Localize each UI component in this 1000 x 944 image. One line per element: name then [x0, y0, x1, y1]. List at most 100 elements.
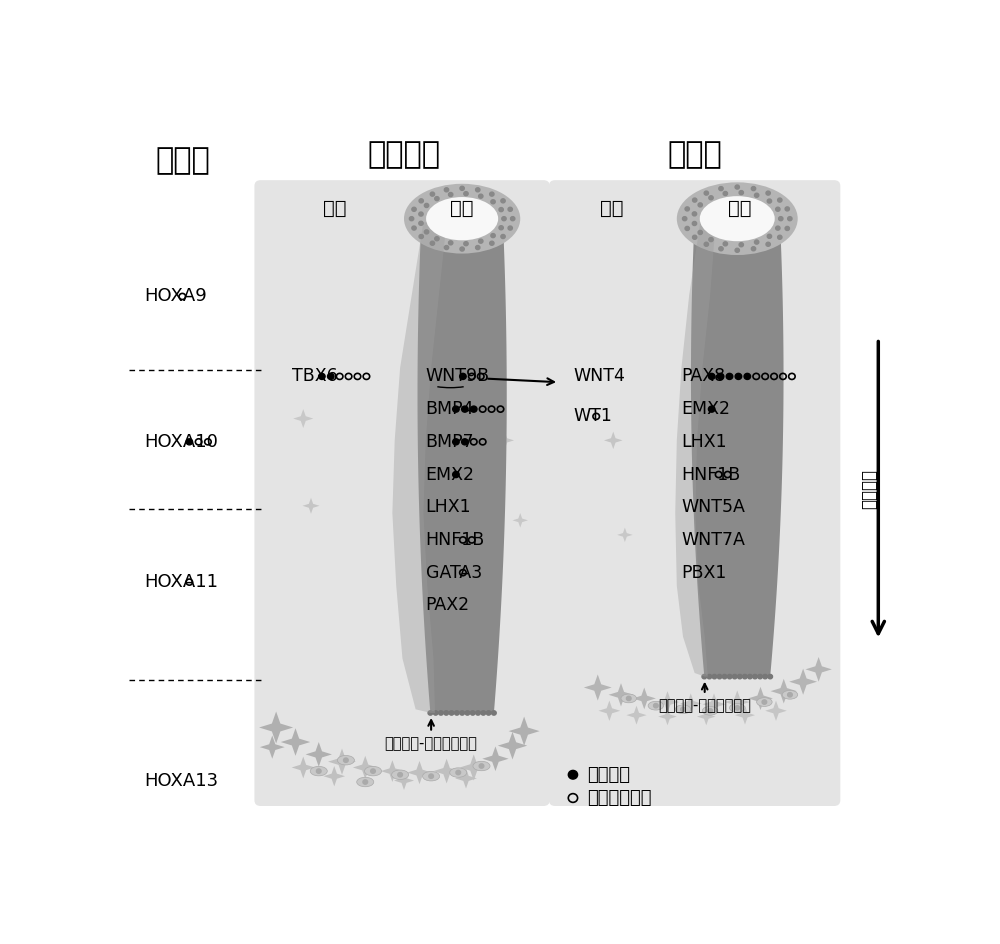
- Polygon shape: [725, 690, 750, 714]
- Ellipse shape: [757, 698, 772, 706]
- Polygon shape: [599, 700, 620, 721]
- Text: HOXA10: HOXA10: [144, 433, 218, 451]
- Circle shape: [708, 406, 715, 413]
- Circle shape: [719, 187, 723, 191]
- Circle shape: [424, 203, 429, 208]
- Circle shape: [766, 191, 770, 195]
- Polygon shape: [748, 687, 773, 710]
- Circle shape: [698, 230, 702, 234]
- Circle shape: [501, 199, 505, 203]
- Circle shape: [753, 674, 757, 679]
- Circle shape: [444, 188, 449, 192]
- Circle shape: [778, 235, 782, 239]
- Ellipse shape: [423, 771, 440, 781]
- Circle shape: [717, 674, 722, 679]
- Circle shape: [316, 769, 321, 773]
- Ellipse shape: [450, 767, 467, 777]
- Circle shape: [785, 227, 789, 230]
- Text: EMX2: EMX2: [426, 465, 475, 483]
- Ellipse shape: [702, 706, 718, 716]
- Polygon shape: [292, 756, 315, 779]
- Circle shape: [751, 187, 756, 191]
- Circle shape: [481, 711, 486, 716]
- Polygon shape: [633, 687, 656, 709]
- Circle shape: [479, 239, 483, 244]
- Circle shape: [502, 216, 506, 221]
- Circle shape: [704, 191, 709, 195]
- Text: EMX2: EMX2: [681, 400, 730, 418]
- Polygon shape: [381, 760, 404, 782]
- Text: BMP4: BMP4: [426, 400, 474, 418]
- Polygon shape: [617, 528, 633, 542]
- Circle shape: [762, 700, 767, 704]
- Text: 苗勒管: 苗勒管: [667, 140, 722, 169]
- Ellipse shape: [404, 184, 520, 254]
- Text: 有害错义变体: 有害错义变体: [587, 789, 651, 807]
- Circle shape: [744, 374, 751, 379]
- Circle shape: [464, 192, 468, 195]
- Circle shape: [685, 227, 689, 230]
- Text: LHX1: LHX1: [426, 498, 471, 516]
- Circle shape: [739, 191, 743, 194]
- Circle shape: [723, 192, 728, 195]
- Polygon shape: [328, 749, 356, 775]
- Polygon shape: [735, 706, 755, 725]
- Circle shape: [692, 222, 697, 226]
- Ellipse shape: [357, 777, 374, 786]
- Circle shape: [693, 198, 697, 202]
- Text: BMP7: BMP7: [426, 433, 474, 451]
- Text: HOXA9: HOXA9: [144, 288, 207, 306]
- Circle shape: [460, 711, 464, 716]
- Circle shape: [464, 242, 468, 245]
- Circle shape: [449, 241, 453, 244]
- Polygon shape: [394, 771, 414, 790]
- Circle shape: [626, 697, 631, 700]
- Circle shape: [476, 188, 480, 192]
- Circle shape: [491, 200, 495, 204]
- Ellipse shape: [648, 701, 664, 710]
- Ellipse shape: [621, 694, 637, 702]
- Text: 上皮: 上皮: [450, 199, 474, 218]
- Circle shape: [453, 439, 459, 445]
- Circle shape: [470, 406, 477, 413]
- Text: 中胚层: 中胚层: [156, 146, 210, 175]
- Text: WNT7A: WNT7A: [681, 531, 745, 549]
- Circle shape: [430, 192, 435, 196]
- Circle shape: [727, 674, 732, 679]
- Circle shape: [412, 208, 416, 211]
- Ellipse shape: [426, 197, 498, 241]
- Circle shape: [456, 770, 461, 775]
- Circle shape: [712, 674, 717, 679]
- Polygon shape: [702, 693, 726, 716]
- Text: TBX6: TBX6: [292, 367, 337, 385]
- Circle shape: [735, 185, 739, 189]
- Ellipse shape: [700, 196, 775, 242]
- Circle shape: [681, 707, 685, 712]
- FancyBboxPatch shape: [549, 180, 840, 806]
- Circle shape: [460, 247, 464, 251]
- Polygon shape: [765, 700, 787, 721]
- Circle shape: [692, 211, 697, 216]
- Polygon shape: [789, 668, 817, 695]
- Circle shape: [568, 770, 578, 779]
- Circle shape: [486, 711, 491, 716]
- Circle shape: [435, 237, 439, 241]
- Circle shape: [453, 471, 459, 478]
- Text: WNT5A: WNT5A: [681, 498, 745, 516]
- Circle shape: [435, 196, 439, 201]
- Circle shape: [785, 207, 789, 211]
- Circle shape: [754, 194, 759, 197]
- Polygon shape: [658, 708, 677, 725]
- Circle shape: [751, 246, 756, 251]
- Circle shape: [371, 769, 375, 773]
- Circle shape: [499, 226, 503, 229]
- Polygon shape: [771, 679, 797, 703]
- Polygon shape: [584, 674, 612, 700]
- Polygon shape: [626, 706, 647, 725]
- Circle shape: [453, 406, 459, 413]
- Circle shape: [424, 230, 429, 234]
- Ellipse shape: [364, 767, 382, 776]
- Circle shape: [492, 711, 496, 716]
- Polygon shape: [306, 742, 332, 767]
- FancyBboxPatch shape: [254, 180, 550, 806]
